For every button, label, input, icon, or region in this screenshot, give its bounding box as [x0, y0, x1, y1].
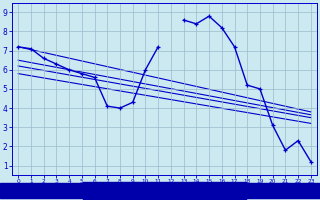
- X-axis label: Graphe des températures (°c): Graphe des températures (°c): [88, 188, 241, 197]
